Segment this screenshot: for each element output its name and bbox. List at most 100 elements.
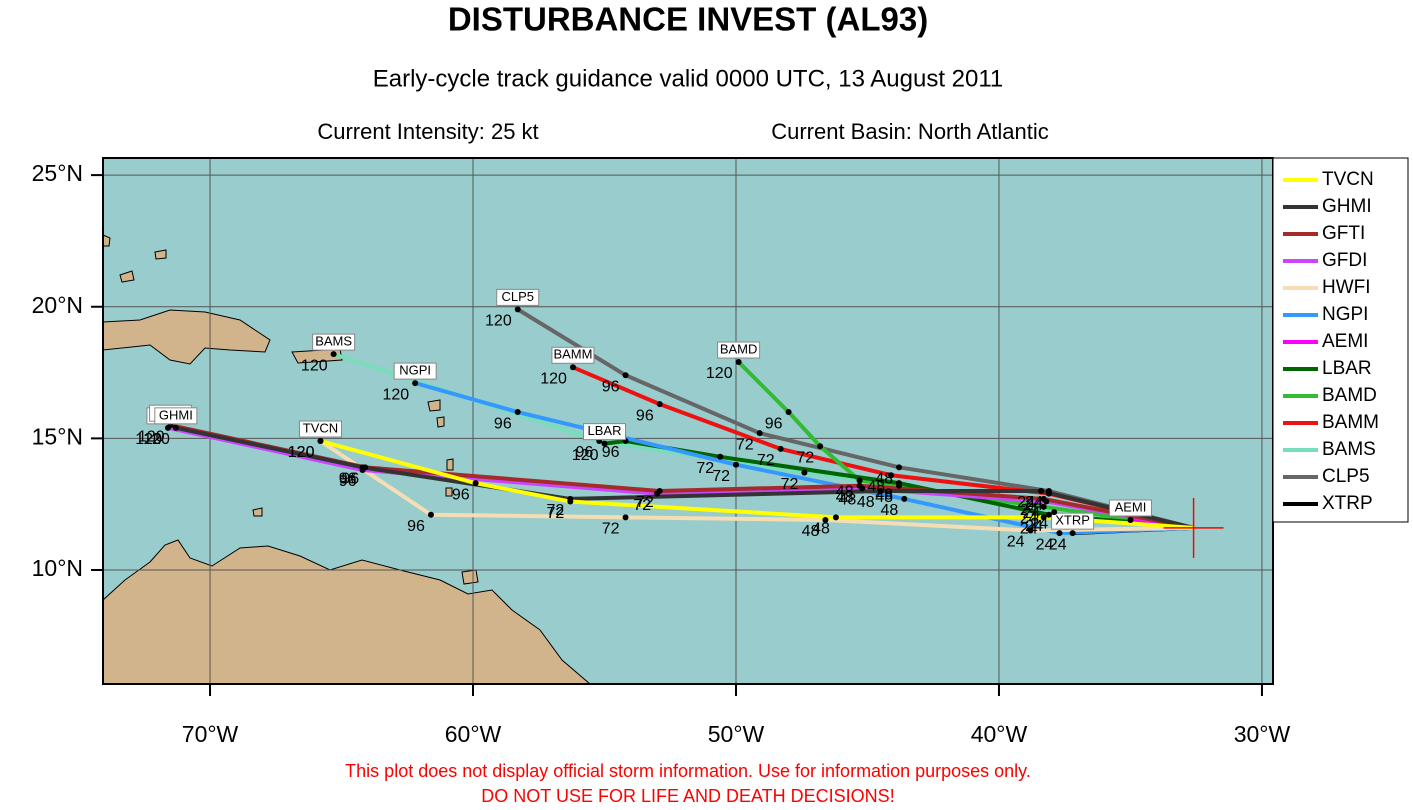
track-point: [756, 430, 763, 437]
hour-label: 120: [301, 357, 328, 374]
hour-label: 120: [288, 444, 315, 461]
land: [102, 234, 592, 685]
hour-label: 120: [143, 431, 170, 448]
hour-label: 72: [696, 460, 714, 477]
track-point: [1040, 514, 1047, 521]
legend-label: GHMI: [1322, 196, 1372, 217]
track-point: [896, 464, 903, 471]
legend-label: CLP5: [1322, 466, 1370, 487]
track-point: [569, 364, 576, 371]
track-point: [777, 445, 784, 452]
model-tag-box: [1108, 499, 1152, 517]
track-point: [717, 453, 724, 460]
y-tick-label: 15°N: [32, 423, 83, 449]
legend-label: BAMM: [1322, 412, 1379, 433]
hour-label: 48: [836, 484, 854, 501]
track-point: [622, 514, 629, 521]
track-point: [877, 488, 884, 495]
track-point: [172, 424, 179, 431]
track-point: [359, 464, 366, 471]
disclaimer: This plot does not display official stor…: [345, 761, 1031, 781]
hour-label: 72: [633, 497, 651, 514]
hour-label: 120: [138, 428, 165, 445]
legend-label: HWFI: [1322, 277, 1371, 298]
hour-label: 120: [485, 313, 512, 330]
intensity-note: Current Intensity: 25 kt: [317, 119, 538, 144]
hour-label: 96: [452, 486, 470, 503]
model-tag-box: [496, 288, 540, 306]
y-tick-label: 20°N: [32, 292, 83, 318]
subtitle: Early-cycle track guidance valid 0000 UT…: [373, 65, 1004, 92]
track-point: [735, 359, 742, 366]
track-point: [732, 461, 739, 468]
hour-label: 72: [736, 436, 754, 453]
model-tag: XTRP: [1055, 513, 1090, 528]
track-point: [896, 480, 903, 487]
model-tag-box: [551, 346, 595, 364]
track-point: [427, 511, 434, 518]
hour-label: 24: [1025, 494, 1043, 511]
track-point: [601, 440, 608, 447]
hour-label: 72: [602, 521, 620, 538]
model-tag-box: [583, 423, 627, 441]
south-america: [102, 539, 592, 685]
track-point: [801, 469, 808, 476]
track-line: [175, 425, 1195, 530]
track-point: [1027, 527, 1034, 534]
legend-label: GFDI: [1322, 250, 1367, 271]
hour-label: 24: [1017, 494, 1035, 511]
hour-label: 48: [812, 521, 830, 538]
legend-label: AEMI: [1322, 331, 1368, 352]
hour-label: 24: [1020, 510, 1038, 527]
hour-label: 96: [602, 378, 620, 395]
track-point: [656, 488, 663, 495]
legend-label: BAMS: [1322, 439, 1376, 460]
model-tag-box: [393, 362, 437, 380]
bahamas-1: [119, 270, 135, 283]
track-point: [567, 498, 574, 505]
model-tag-box: [298, 420, 342, 438]
model-tag-box: [1051, 512, 1095, 530]
track-point: [317, 438, 324, 445]
track-point: [330, 351, 337, 358]
hour-label: 120: [382, 386, 409, 403]
hour-label: 120: [540, 371, 567, 388]
track-point: [1045, 511, 1052, 518]
track-point: [1127, 516, 1134, 523]
hour-label: 96: [339, 471, 357, 488]
island-1: [427, 399, 441, 412]
track-point: [832, 514, 839, 521]
y-tick-label: 10°N: [32, 555, 83, 581]
title: DISTURBANCE INVEST (AL93): [448, 1, 928, 38]
track-point: [888, 472, 895, 479]
legend-label: TVCN: [1322, 169, 1374, 190]
track-point: [822, 516, 829, 523]
model-tag: BAMS: [315, 334, 352, 349]
track-point: [1069, 530, 1076, 537]
x-tick-label: 30°W: [1234, 721, 1291, 747]
hour-label: 96: [575, 444, 593, 461]
model-tag: BAMD: [720, 341, 758, 356]
model-tag-box: [717, 341, 761, 359]
model-tag-box: [154, 407, 198, 425]
track-point: [472, 480, 479, 487]
hour-label: 72: [636, 494, 654, 511]
legend-label: NGPI: [1322, 304, 1368, 325]
track-point: [1038, 488, 1045, 495]
track-point: [817, 443, 824, 450]
hour-label: 72: [547, 505, 565, 522]
island-3: [446, 458, 454, 471]
track-point: [856, 482, 863, 489]
tracks: 24XTRP24487296120CLP524487296120BAMS2448…: [135, 288, 1224, 558]
model-tag: TVCN: [303, 420, 338, 435]
hour-label: 24: [1036, 536, 1054, 553]
hour-label: 72: [757, 452, 775, 469]
track-point: [856, 477, 863, 484]
hour-label: 96: [602, 444, 620, 461]
track-point: [1056, 530, 1063, 537]
legend-label: BAMD: [1322, 385, 1377, 406]
hour-label: 24: [1025, 497, 1043, 514]
hour-label: 120: [288, 444, 315, 461]
y-tick-label: 25°N: [32, 160, 83, 186]
